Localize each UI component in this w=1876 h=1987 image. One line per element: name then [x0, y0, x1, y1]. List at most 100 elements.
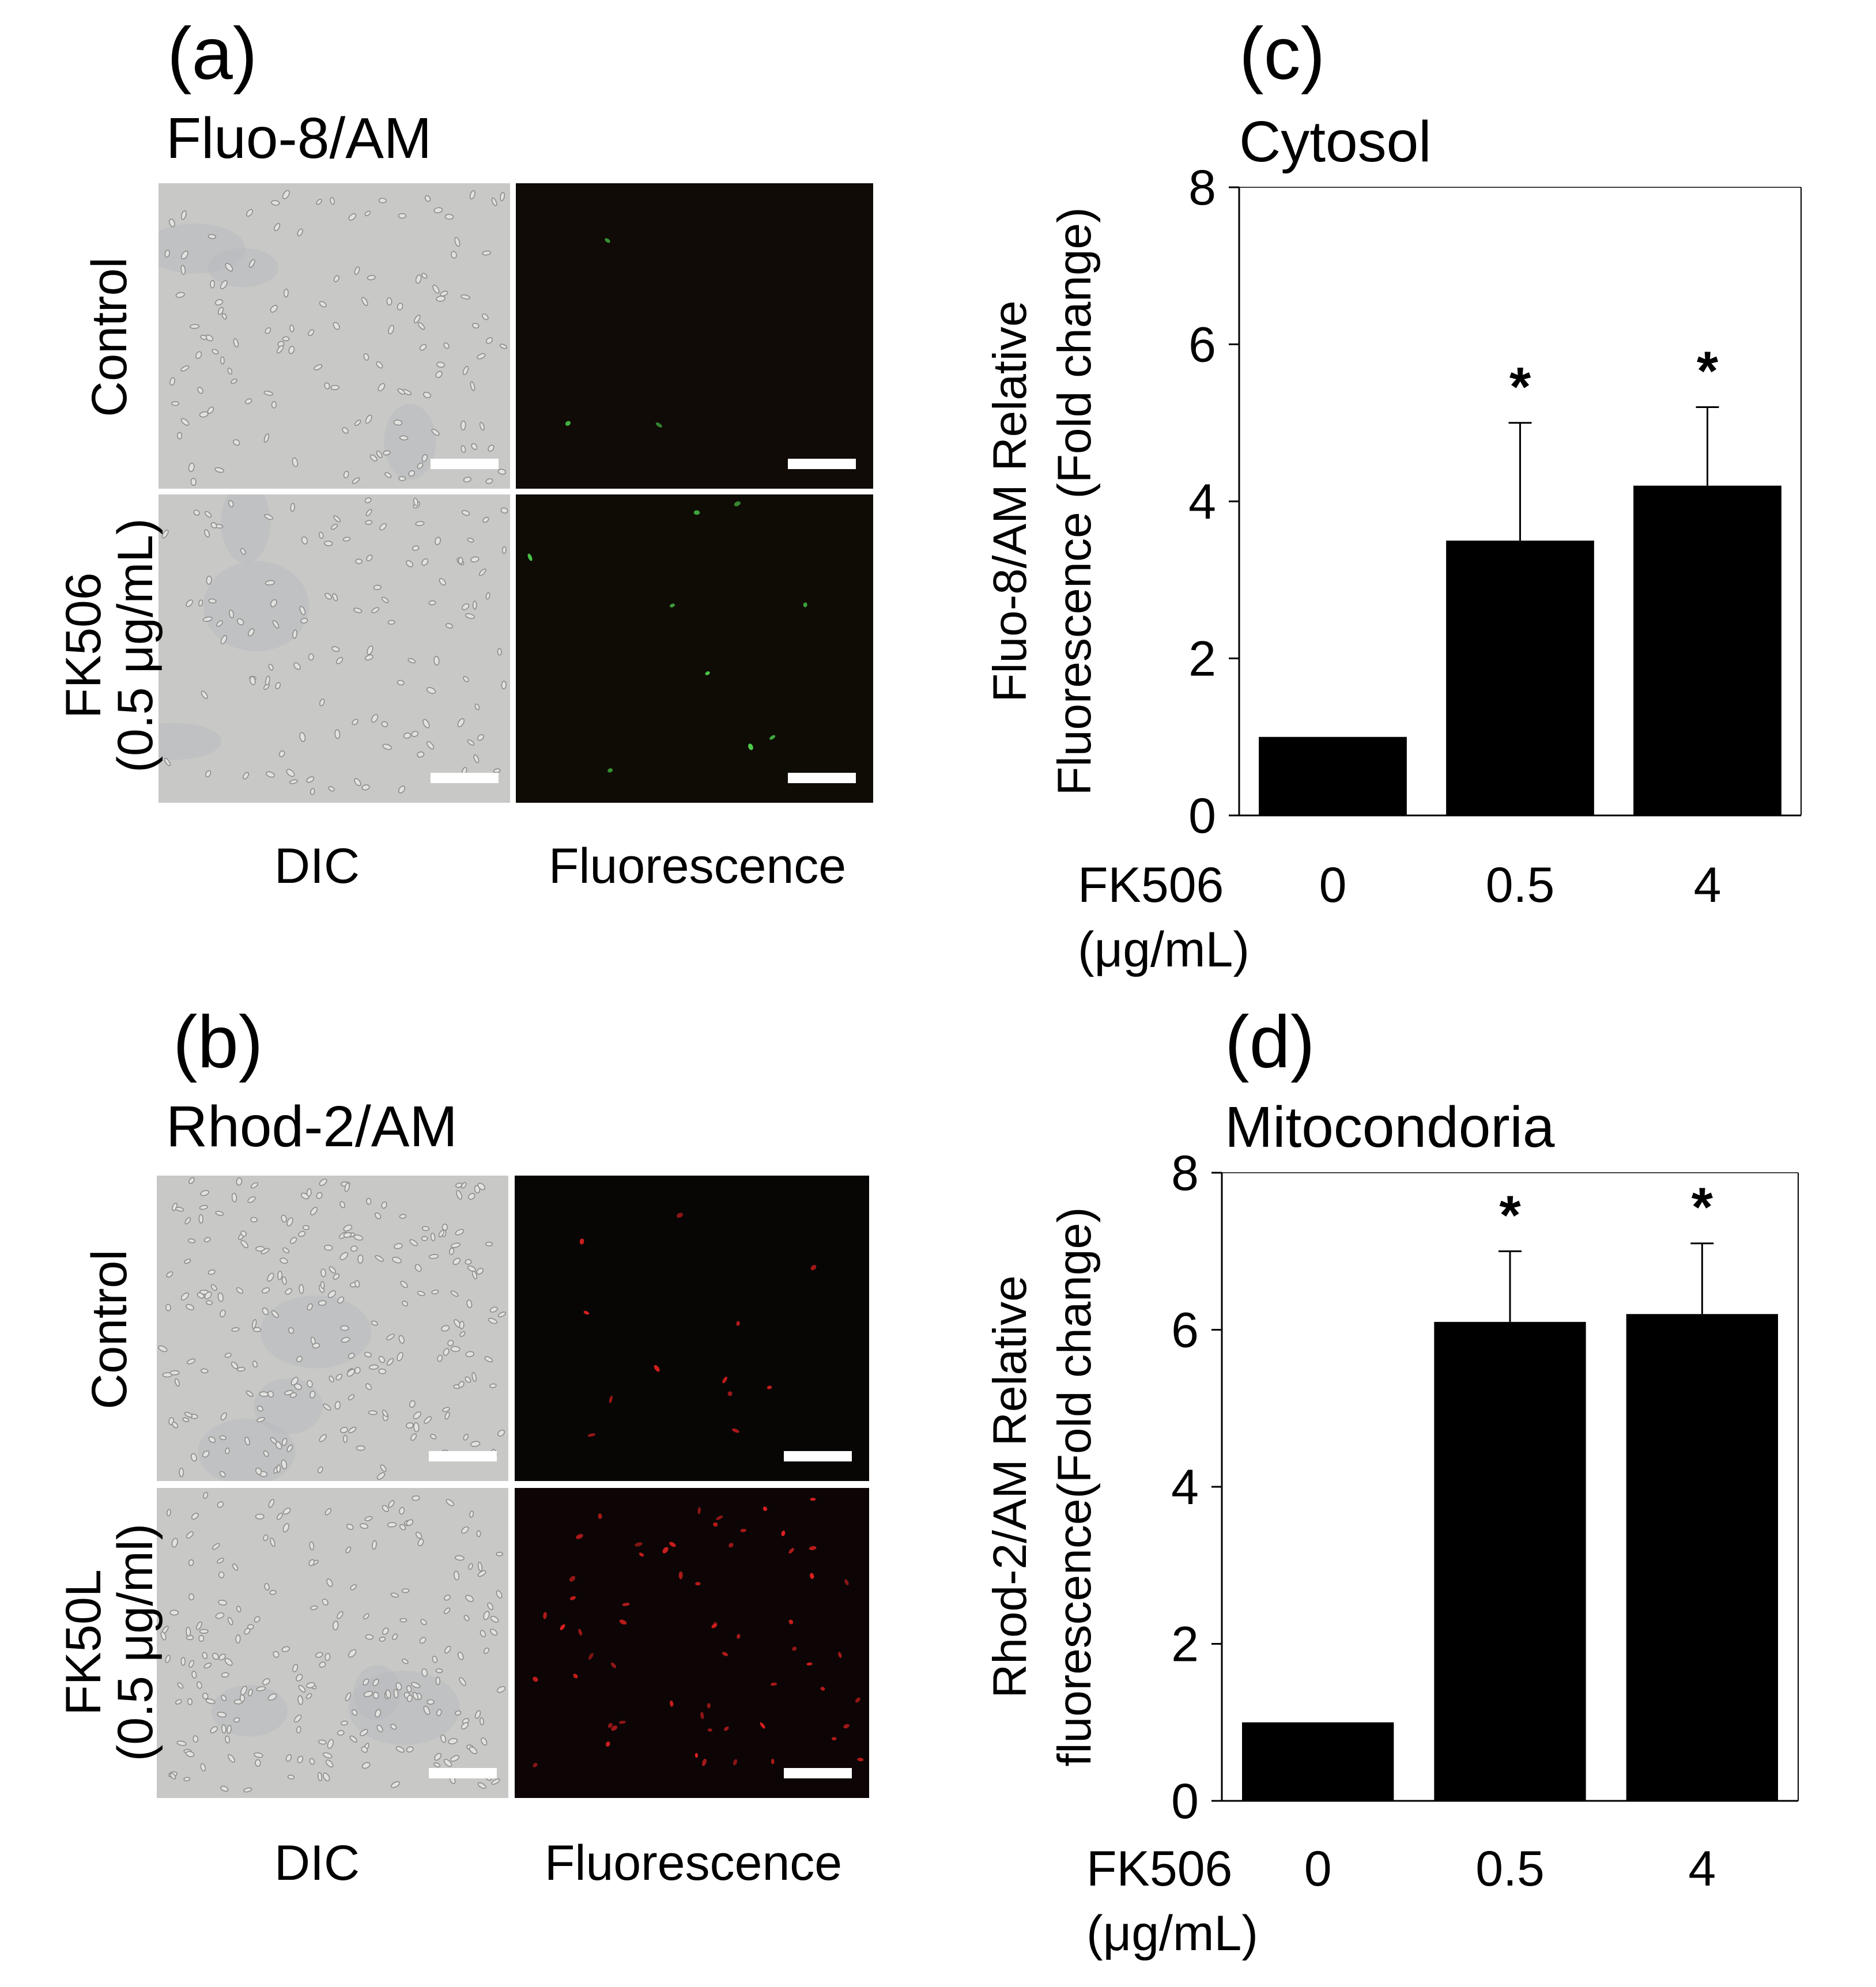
fluorescent-cell — [788, 1619, 794, 1625]
dic-cell — [204, 529, 210, 538]
dic-cell — [320, 1281, 325, 1289]
fluorescent-cells — [565, 238, 662, 428]
dic-cell — [335, 657, 344, 664]
dic-cell — [387, 1522, 397, 1528]
panel-b-letter: (b) — [173, 1001, 263, 1083]
dic-cell — [439, 577, 446, 585]
dic-cell — [172, 1421, 179, 1429]
dic-cell — [373, 584, 382, 590]
fluorescent-cell — [771, 1758, 775, 1765]
dic-cell — [392, 1633, 398, 1641]
fluorescent-cell — [722, 1652, 728, 1656]
y-tick-label: 0 — [1188, 788, 1216, 844]
fluorescent-cell — [543, 1612, 547, 1619]
dic-cell — [190, 478, 197, 486]
dic-cell — [206, 1300, 213, 1305]
dic-cell — [310, 1207, 318, 1215]
dic-cell — [320, 1268, 326, 1278]
dic-cell — [465, 1595, 474, 1602]
dic-cell — [227, 1725, 232, 1734]
dic-cell — [372, 1679, 379, 1687]
significance-marker: * — [1697, 341, 1719, 402]
dic-cell — [436, 296, 446, 302]
dic-cell — [328, 786, 335, 792]
dic-cell — [465, 1351, 475, 1358]
dic-cell — [433, 207, 443, 214]
dic-cell — [202, 616, 213, 622]
fluorescence-background — [515, 1488, 869, 1798]
dic-cell — [497, 1429, 505, 1437]
dic-cell — [236, 1366, 246, 1372]
dic-cell — [203, 1237, 211, 1242]
dic-cell — [286, 1217, 293, 1227]
y-tick-label: 6 — [1171, 1303, 1199, 1358]
dic-cell — [317, 1466, 323, 1474]
dic-cell — [468, 1193, 475, 1200]
dic-cell — [267, 1693, 277, 1701]
fluorescent-cell — [694, 1752, 699, 1758]
dic-cell — [309, 1541, 315, 1551]
dic-cell — [351, 1709, 358, 1716]
dic-cell — [244, 1627, 251, 1635]
dic-cell — [316, 1192, 323, 1199]
x-tick-label: 4 — [1688, 1841, 1716, 1897]
dic-cell — [406, 1422, 414, 1429]
dic-cell — [210, 1284, 217, 1291]
dic-cell — [372, 1540, 377, 1550]
dic-cell — [378, 383, 386, 392]
dic-cell — [413, 314, 421, 323]
dic-cell — [450, 1346, 460, 1353]
y-axis-label-line1: Fluo-8/AM Relative — [984, 300, 1036, 702]
dic-cell — [292, 1664, 299, 1672]
dic-cell — [388, 324, 394, 335]
dic-cell — [454, 1570, 460, 1581]
dic-cell — [376, 1472, 386, 1480]
dic-cell — [327, 1739, 334, 1749]
dic-cell — [236, 1287, 244, 1294]
bar — [1434, 1321, 1586, 1801]
dic-cell — [240, 1240, 249, 1248]
dic-cell — [204, 1291, 212, 1300]
dic-cell — [346, 1524, 354, 1530]
dic-cell — [228, 500, 234, 508]
dic-cell — [386, 297, 392, 306]
dic-cell — [204, 511, 212, 518]
dic-cell — [339, 1252, 349, 1260]
fluorescent-cell — [733, 1759, 738, 1766]
dic-cell — [263, 390, 273, 396]
dic-cell — [244, 1437, 250, 1446]
dic-cell — [497, 648, 502, 656]
fluorescent-cell — [527, 553, 533, 561]
dic-cell — [371, 607, 380, 614]
dic-cell — [415, 274, 422, 284]
dic-cell — [441, 1223, 448, 1231]
dic-cell — [490, 1629, 498, 1636]
dic-cell — [460, 294, 471, 300]
dic-cell — [456, 1190, 463, 1200]
dic-cell — [399, 1214, 407, 1219]
dic-cell — [212, 1653, 219, 1660]
dic-cell — [470, 1441, 481, 1447]
dic-cell — [393, 420, 403, 426]
dic-cell — [220, 1309, 226, 1317]
dic-cell — [499, 343, 507, 349]
dic-cell — [364, 1516, 373, 1521]
dic-cell — [378, 1368, 387, 1374]
fluorescent-cell — [569, 1596, 576, 1600]
fluorescent-cell — [607, 768, 613, 773]
x-axis-label-line2: (μg/mL) — [1078, 922, 1250, 977]
fluorescent-cell — [736, 1321, 740, 1326]
dic-cell — [246, 1390, 254, 1397]
dic-cell — [485, 592, 490, 600]
fluorescent-cell — [855, 1697, 860, 1703]
dic-cell — [409, 1400, 416, 1408]
y-axis-label-line2: Fluorescence (Fold change) — [1048, 207, 1101, 796]
dic-cell — [429, 1254, 439, 1259]
dic-cell — [368, 1410, 378, 1415]
dic-cell — [455, 1183, 463, 1188]
dic-cell — [350, 1245, 358, 1252]
dic-cell — [207, 234, 217, 239]
dic-cell — [284, 288, 289, 298]
dic-cell — [354, 1280, 360, 1288]
dic-cell — [432, 284, 440, 294]
